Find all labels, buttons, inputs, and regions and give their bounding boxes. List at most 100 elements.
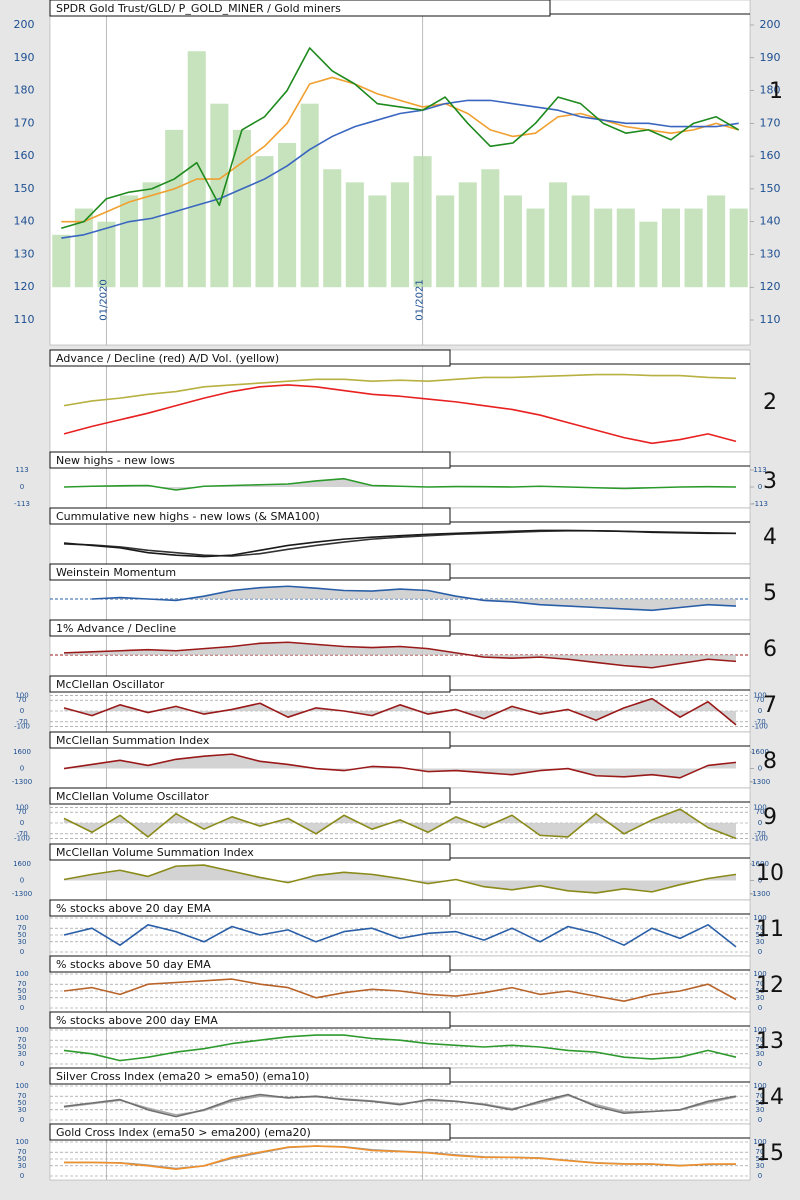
y-tick-label-right: -70	[754, 718, 765, 726]
y-tick-label-left: -113	[14, 500, 30, 508]
y-tick-label-right: 110	[760, 313, 781, 326]
panel-number: 15	[756, 1141, 784, 1166]
date-label: 01/2020	[98, 279, 109, 321]
y-tick-label-left: 200	[14, 18, 35, 31]
y-tick-label-right: 50	[756, 987, 765, 995]
y-tick-label-left: 0	[20, 483, 24, 491]
series-line	[61, 99, 739, 239]
title-box	[49, 899, 451, 917]
y-tick-label-right: 180	[760, 84, 781, 97]
y-tick-label-right: -113	[752, 500, 768, 508]
title-box	[49, 731, 451, 749]
y-tick-label-right: 30	[756, 938, 765, 946]
area-fill	[64, 754, 736, 778]
y-tick-label-right: 0	[758, 483, 762, 491]
panel-bg	[49, 349, 751, 453]
y-tick-label-right: 120	[760, 280, 781, 293]
volume-bar	[278, 143, 297, 288]
panel-title: McClellan Volume Oscillator	[56, 790, 209, 803]
panel-number: 7	[763, 693, 777, 718]
series-line	[63, 529, 736, 558]
y-tick-label-left: 30	[18, 1106, 27, 1114]
y-tick-label-left: 30	[18, 994, 27, 1002]
y-tick-label-left: 100	[15, 970, 28, 978]
y-tick-label-left: 110	[14, 313, 35, 326]
y-tick-label-right: 0	[758, 1172, 762, 1180]
y-tick-label-left: 30	[18, 1162, 27, 1170]
date-label: 01/2021	[415, 279, 426, 321]
panel-number: 12	[756, 973, 784, 998]
panel-title: McClellan Summation Index	[56, 734, 210, 747]
panel-title: Gold Cross Index (ema50 > ema200) (ema20…	[56, 1126, 311, 1139]
y-tick-label-right: 50	[756, 1043, 765, 1051]
y-tick-label-left: 70	[18, 696, 27, 704]
y-tick-label-left: 190	[14, 51, 35, 64]
series-line	[61, 47, 740, 229]
y-tick-label-right: 100	[753, 914, 766, 922]
y-tick-label-right: 113	[753, 466, 766, 474]
y-tick-label-right: 0	[758, 765, 762, 773]
y-tick-label-left: -70	[16, 718, 27, 726]
volume-bar	[571, 195, 590, 288]
y-tick-label-right: 200	[760, 18, 781, 31]
area-fill	[64, 809, 736, 839]
volume-bar	[413, 156, 432, 288]
y-tick-label-left: 50	[18, 931, 27, 939]
y-tick-label-right: 30	[756, 994, 765, 1002]
panel-title: SPDR Gold Trust/GLD/ P_GOLD_MINER / Gold…	[56, 2, 341, 15]
series-line	[63, 864, 737, 894]
y-tick-label-right: 30	[756, 1162, 765, 1170]
y-tick-label-left: 50	[18, 987, 27, 995]
y-tick-label-right: 160	[760, 149, 781, 162]
y-tick-label-left: 30	[18, 1050, 27, 1058]
panel-number: 8	[763, 749, 777, 774]
y-tick-label-left: 100	[15, 804, 28, 812]
y-tick-label-left: 0	[20, 707, 24, 715]
y-tick-label-left: 100	[15, 1082, 28, 1090]
panel-title: % stocks above 50 day EMA	[56, 958, 211, 971]
series-line	[63, 753, 737, 779]
y-tick-label-right: -1300	[750, 778, 770, 786]
y-tick-label-right: 190	[760, 51, 781, 64]
y-tick-label-left: 50	[18, 1043, 27, 1051]
y-tick-label-left: 180	[14, 84, 35, 97]
volume-bar	[52, 234, 71, 288]
title-box	[49, 451, 451, 469]
title-box	[49, 1123, 451, 1141]
title-box	[49, 349, 451, 367]
area-fill	[92, 586, 736, 611]
volume-bar	[661, 208, 680, 288]
panel-title: McClellan Volume Summation Index	[56, 846, 254, 859]
volume-bar	[639, 221, 658, 288]
volume-bar	[345, 182, 364, 288]
volume-bar	[729, 208, 748, 288]
y-tick-label-left: 100	[15, 914, 28, 922]
volume-bar	[97, 221, 116, 288]
panel-title: % stocks above 20 day EMA	[56, 902, 211, 915]
title-box	[49, 955, 451, 973]
title-box	[49, 787, 451, 805]
y-tick-label-left: 50	[18, 1099, 27, 1107]
panel-title: % stocks above 200 day EMA	[56, 1014, 218, 1027]
volume-bar	[458, 182, 477, 288]
volume-bar	[368, 195, 387, 288]
volume-bar	[684, 208, 703, 288]
y-tick-label-right: 0	[758, 1116, 762, 1124]
y-tick-label-right: 0	[758, 819, 762, 827]
panel-number: 1	[769, 79, 783, 104]
y-tick-label-right: -100	[752, 834, 768, 842]
y-tick-label-right: 70	[756, 808, 765, 816]
y-tick-label-left: 100	[15, 1026, 28, 1034]
series-line	[91, 585, 737, 612]
panel-number: 3	[763, 469, 777, 494]
title-box	[49, 843, 451, 861]
y-tick-label-right: 0	[758, 707, 762, 715]
y-tick-label-right: 1600	[751, 860, 769, 868]
title-box	[49, 619, 451, 637]
title-box	[49, 507, 451, 525]
series-line	[63, 1034, 737, 1062]
series-line	[63, 697, 737, 726]
series-line	[63, 1093, 737, 1118]
y-tick-label-left: 70	[18, 980, 27, 988]
